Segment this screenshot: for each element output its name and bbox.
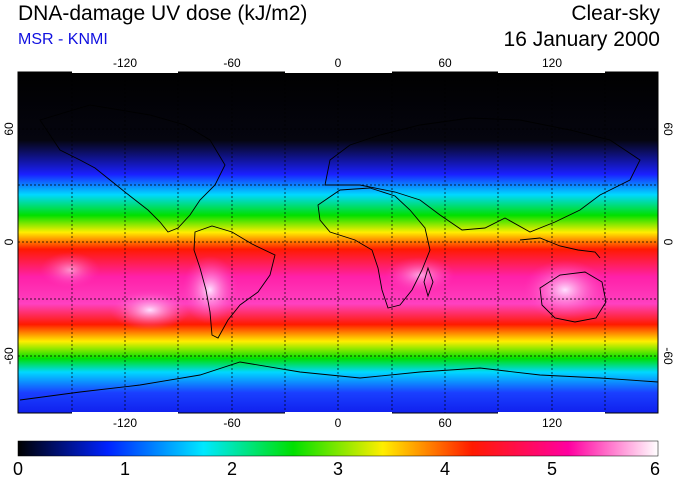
coast-south-america	[193, 225, 276, 339]
longitude-labels-top: -120 -60 0 60 120	[113, 56, 562, 70]
colorbar-label: 4	[440, 459, 450, 479]
lon-tick-top: 0	[335, 56, 342, 70]
date-label: 16 January 2000	[503, 28, 660, 51]
latitude-labels-left: 60 0 -60	[2, 122, 16, 365]
longitude-labels-bottom: -120 -60 0 60 120	[113, 416, 562, 430]
lon-tick-bottom: 120	[542, 416, 562, 430]
sky-condition-label: Clear-sky	[571, 2, 660, 25]
lon-tick-bottom: 0	[335, 416, 342, 430]
lat-tick-left: 0	[2, 238, 16, 245]
lat-tick-left: 60	[2, 122, 16, 136]
colorbar-label: 6	[650, 459, 660, 479]
colorbar-label: 2	[227, 459, 237, 479]
lat-tick-left: -60	[2, 347, 16, 365]
colorbar-labels: 0 1 2 3 4 5 6	[13, 459, 660, 479]
lon-tick-bottom: -60	[223, 416, 241, 430]
map-title: DNA-damage UV dose (kJ/m2)	[18, 2, 308, 25]
lon-tick-top: 120	[542, 56, 562, 70]
coast-australia	[539, 271, 607, 323]
colorbar-label: 0	[13, 459, 23, 479]
latitude-labels-right: 60 0 -60	[661, 122, 675, 365]
hotspot-south-america	[182, 256, 238, 324]
hotspot-australia	[523, 260, 607, 320]
source-label: MSR - KNMI	[18, 31, 108, 48]
colorbar-label: 1	[120, 459, 130, 479]
lon-tick-top: -120	[113, 56, 137, 70]
hotspot-pacific	[110, 290, 190, 330]
hotspot-east-pacific	[40, 252, 100, 288]
lon-tick-top: 60	[438, 56, 452, 70]
lon-tick-top: -60	[223, 56, 241, 70]
colorbar-label: 5	[547, 459, 557, 479]
frame-marks	[72, 71, 605, 414]
coast-africa	[317, 187, 431, 309]
lat-tick-right: 60	[661, 122, 675, 136]
coast-eurasia	[324, 117, 641, 233]
lon-tick-bottom: -120	[113, 416, 137, 430]
lon-tick-bottom: 60	[438, 416, 452, 430]
coast-madagascar	[423, 266, 434, 298]
lat-tick-right: -60	[661, 347, 675, 365]
coast-indonesia	[519, 237, 601, 259]
colorbar	[17, 440, 659, 457]
graticule	[18, 72, 658, 413]
coastlines	[19, 104, 658, 401]
colorbar-label: 3	[333, 459, 343, 479]
coast-antarctica	[19, 361, 658, 401]
lat-tick-right: 0	[661, 239, 675, 246]
